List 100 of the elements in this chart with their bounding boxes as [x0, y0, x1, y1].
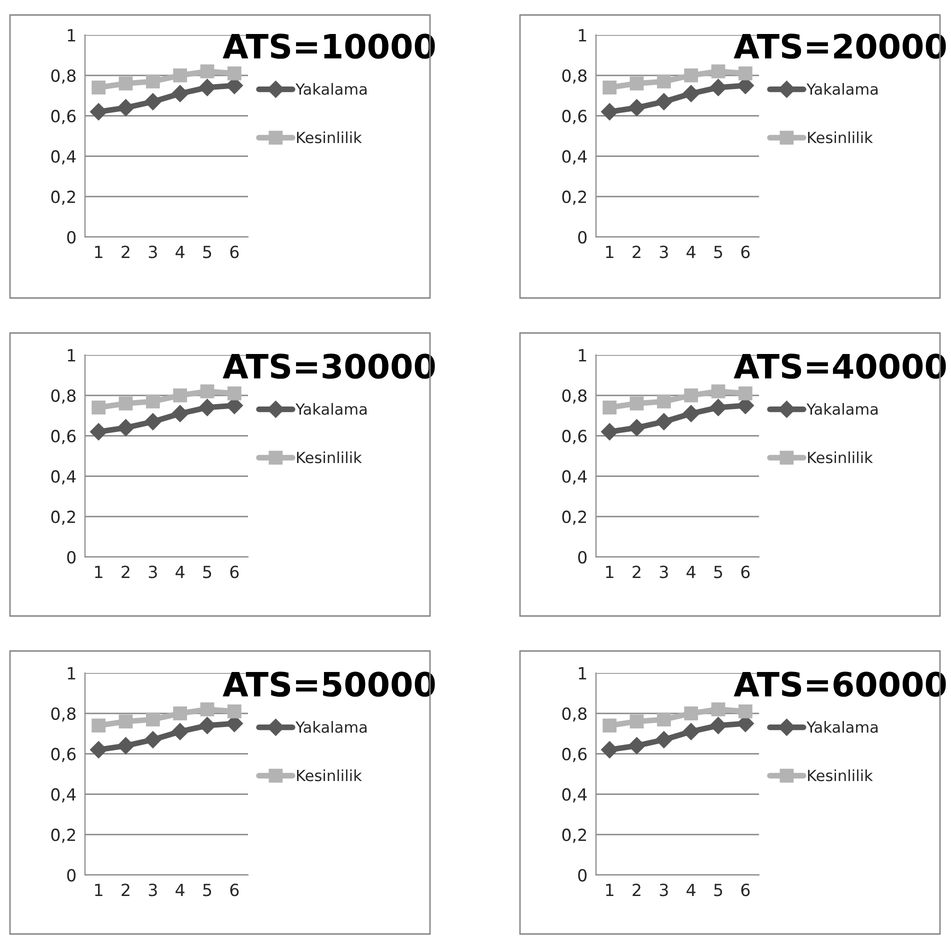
x-tick-label: 6 [230, 246, 239, 258]
x-tick-label: 3 [148, 566, 157, 578]
point [630, 714, 644, 728]
legend-label: Kesinlilik [297, 451, 362, 464]
point [628, 98, 646, 117]
y-tick-label: 0 [67, 868, 76, 882]
y-tick-label: 1 [68, 29, 76, 42]
point [227, 66, 242, 80]
point [656, 712, 671, 726]
point [600, 102, 618, 121]
x-tick-label: 2 [632, 246, 640, 258]
text: ATS=30000 [222, 354, 435, 379]
legend-label: Yakalama [296, 83, 367, 95]
y-tick-label: 0,8 [562, 389, 587, 404]
x-tick-label: 4 [686, 566, 696, 578]
text: ATS=10000 [222, 34, 435, 59]
x-tick-label: 2 [632, 884, 640, 896]
point [171, 84, 189, 102]
point [600, 422, 618, 441]
text: ATS=60000 [734, 672, 946, 697]
point [146, 74, 160, 88]
legend-label: Yakalama [806, 83, 878, 95]
x-tick-label: 1 [95, 884, 102, 896]
point [602, 400, 617, 414]
y-tick-label: 0 [578, 550, 587, 564]
legend-label: Yakalama [296, 721, 367, 733]
x-tick-label: 2 [632, 566, 640, 578]
legend-label: Kesinlilik [808, 769, 873, 782]
point [684, 706, 698, 720]
y-tick-label: 0,6 [562, 430, 587, 444]
point [146, 394, 160, 408]
x-tick-label: 4 [176, 566, 184, 578]
x-tick-label: 4 [686, 884, 696, 896]
point [227, 704, 242, 718]
x-tick-label: 5 [714, 884, 722, 896]
x-tick-label: 5 [203, 884, 212, 896]
point [146, 712, 160, 726]
x-tick-label: 2 [122, 884, 130, 896]
point [628, 418, 646, 437]
y-tick-label: 0,4 [562, 788, 587, 802]
y-tick-label: 0 [67, 230, 76, 244]
y-tick-label: 0,2 [562, 510, 586, 525]
x-tick-label: 1 [606, 566, 614, 578]
x-tick-label: 2 [122, 566, 130, 578]
point [711, 702, 726, 716]
point [116, 98, 135, 117]
x-tick-label: 5 [714, 246, 722, 258]
point [656, 394, 671, 408]
x-tick-label: 5 [714, 566, 722, 578]
y-tick-label: 0,2 [51, 190, 75, 205]
x-tick-label: 3 [148, 884, 157, 896]
y-tick-label: 0,4 [51, 150, 76, 164]
y-tick-label: 1 [68, 667, 76, 680]
point [682, 404, 700, 422]
point [173, 68, 188, 82]
legend-label: Yakalama [296, 403, 367, 415]
y-tick-label: 0,4 [562, 470, 587, 484]
x-tick-label: 6 [741, 566, 750, 578]
x-tick-label: 4 [176, 884, 184, 896]
point [738, 66, 752, 80]
legend-label: Kesinlilik [297, 131, 362, 144]
x-tick-label: 5 [203, 246, 212, 258]
y-tick-label: 0,8 [562, 707, 587, 722]
y-tick-label: 1 [578, 667, 586, 680]
point [144, 730, 162, 748]
x-tick-label: 6 [230, 884, 239, 896]
point [682, 84, 700, 102]
y-tick-label: 0,2 [562, 828, 586, 843]
legend-label: Yakalama [806, 403, 878, 415]
x-tick-label: 1 [606, 246, 614, 258]
x-tick-label: 3 [148, 246, 157, 258]
x-tick-label: 6 [741, 884, 750, 896]
point [118, 396, 133, 410]
y-tick-label: 0,6 [51, 748, 76, 762]
y-tick-label: 0,8 [51, 389, 76, 404]
y-tick-label: 0,4 [51, 788, 76, 802]
point [628, 736, 646, 755]
x-tick-label: 3 [660, 884, 668, 896]
y-tick-label: 0,6 [562, 110, 587, 124]
y-tick-label: 0 [67, 550, 76, 564]
y-tick-label: 0,6 [562, 748, 587, 762]
point [200, 64, 214, 78]
y-tick-label: 0,6 [51, 430, 76, 444]
x-tick-label: 3 [660, 246, 668, 258]
x-tick-label: 1 [606, 884, 614, 896]
y-tick-label: 0,2 [51, 828, 75, 843]
point [655, 730, 673, 748]
point [684, 68, 698, 82]
x-tick-label: 6 [741, 246, 750, 258]
point [92, 80, 106, 94]
point [738, 386, 752, 400]
point [90, 102, 108, 121]
point [684, 388, 698, 402]
text: ATS=20000 [734, 34, 946, 59]
y-tick-label: 0,4 [51, 470, 76, 484]
legend-label: Kesinlilik [297, 769, 362, 782]
point [116, 418, 135, 437]
point [655, 92, 673, 110]
point [738, 704, 752, 718]
y-tick-label: 0,8 [51, 69, 76, 84]
